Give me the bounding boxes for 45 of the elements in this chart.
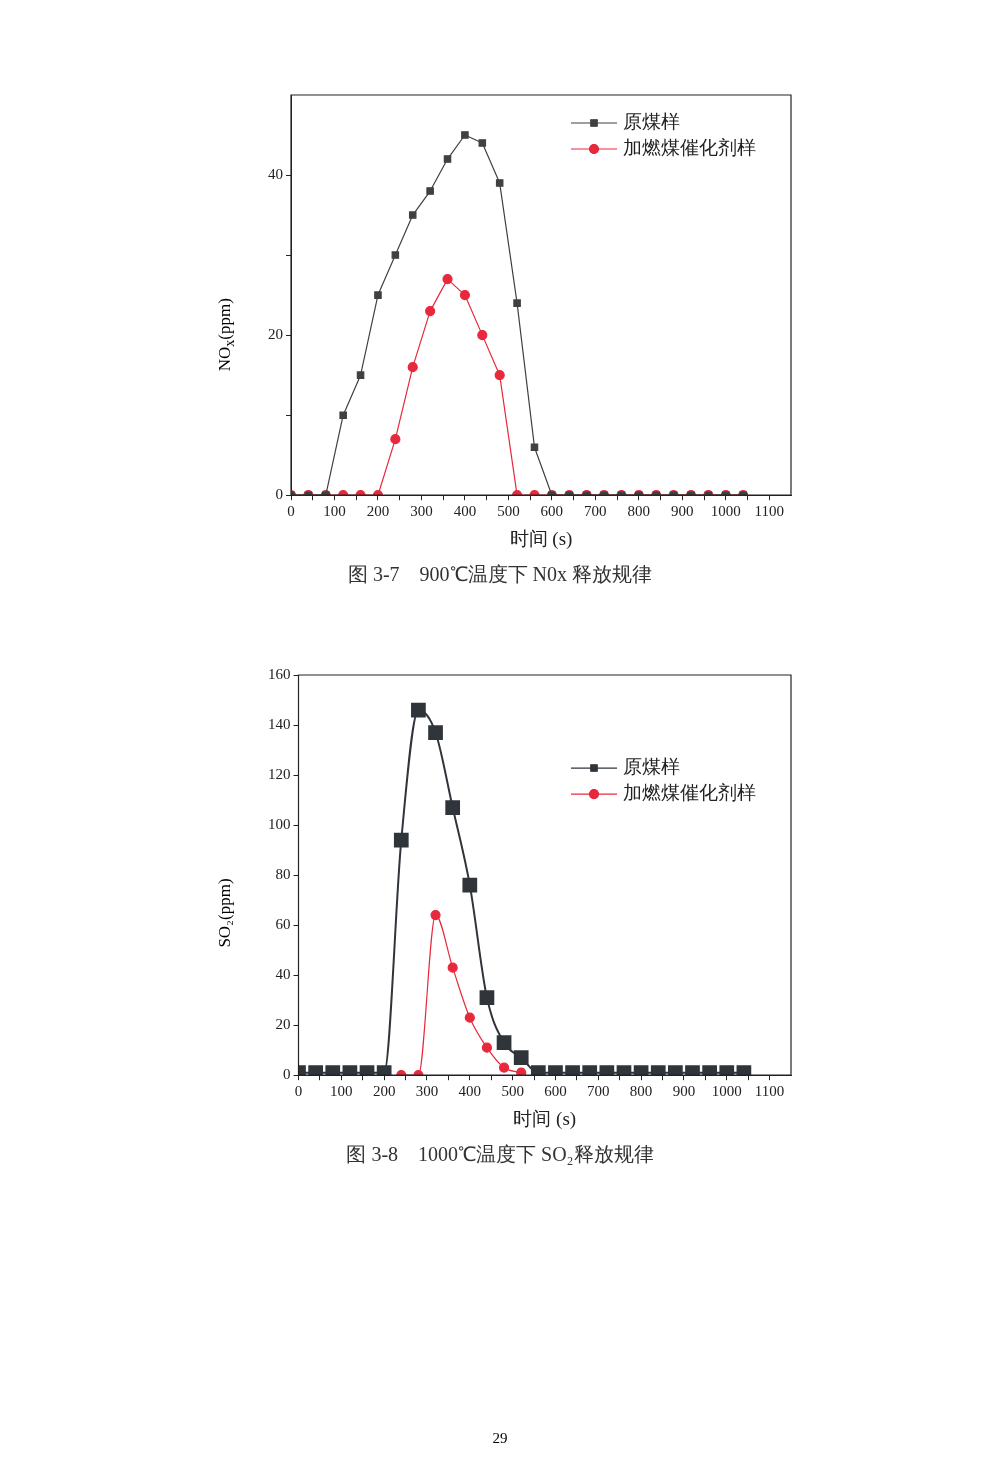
y-tick-label: 0 <box>283 1066 291 1083</box>
x-tick-label: 300 <box>415 1083 439 1100</box>
x-tick-label: 1100 <box>754 1083 785 1100</box>
x-tick-label: 1000 <box>710 503 741 520</box>
x-tick-label: 800 <box>629 1083 653 1100</box>
x-tick-label: 900 <box>672 1083 696 1100</box>
x-tick-label: 1100 <box>754 503 784 520</box>
y-tick-label: 60 <box>275 916 291 933</box>
x-tick-label: 200 <box>372 1083 396 1100</box>
y-tick-label: 40 <box>275 966 291 983</box>
x-tick-label: 500 <box>497 503 520 520</box>
caption: 图 3-7 900℃温度下 N0x 释放规律 <box>346 562 654 587</box>
x-tick-label: 1000 <box>711 1083 742 1100</box>
y-tick-label: 40 <box>268 165 283 182</box>
x-tick-label: 400 <box>458 1083 482 1100</box>
legend-label: 原煤样 <box>623 756 680 778</box>
x-tick-label: 200 <box>366 503 390 520</box>
x-tick-label: 400 <box>453 503 477 520</box>
x-tick-label: 500 <box>501 1083 524 1100</box>
x-axis-title: 时间 (s) <box>509 527 573 550</box>
y-tick-label: 100 <box>268 816 291 833</box>
x-tick-label: 700 <box>584 503 607 520</box>
x-tick-label: 300 <box>410 503 433 520</box>
x-tick-label: 0 <box>294 1083 303 1100</box>
caption: 图 3-8 1000℃温度下 SO₂释放规律 <box>345 1142 655 1167</box>
y-tick-label: 20 <box>268 326 283 343</box>
text: 29 <box>491 1430 509 1447</box>
x-tick-label: 800 <box>627 503 651 520</box>
x-tick-label: 900 <box>671 503 694 520</box>
y-axis-title: SO₂(ppm) <box>214 878 235 948</box>
x-axis-title: 时间 (s) <box>513 1107 577 1130</box>
x-tick-label: 100 <box>323 503 346 520</box>
legend-label: 加燃煤催化剂样 <box>623 782 756 804</box>
x-tick-label: 600 <box>544 1083 567 1100</box>
x-tick-label: 600 <box>540 503 564 520</box>
y-tick-label: 80 <box>275 866 291 883</box>
legend-label: 原煤样 <box>623 110 680 132</box>
y-tick-label: 140 <box>268 715 291 732</box>
y-tick-label: 160 <box>268 665 291 682</box>
y-tick-label: 0 <box>275 486 283 503</box>
y-tick-label: 20 <box>275 1016 291 1033</box>
y-tick-label: 120 <box>268 765 291 782</box>
legend-label: 加燃煤催化剂样 <box>623 136 756 158</box>
x-tick-label: 100 <box>330 1083 353 1100</box>
x-tick-label: 700 <box>587 1083 610 1100</box>
